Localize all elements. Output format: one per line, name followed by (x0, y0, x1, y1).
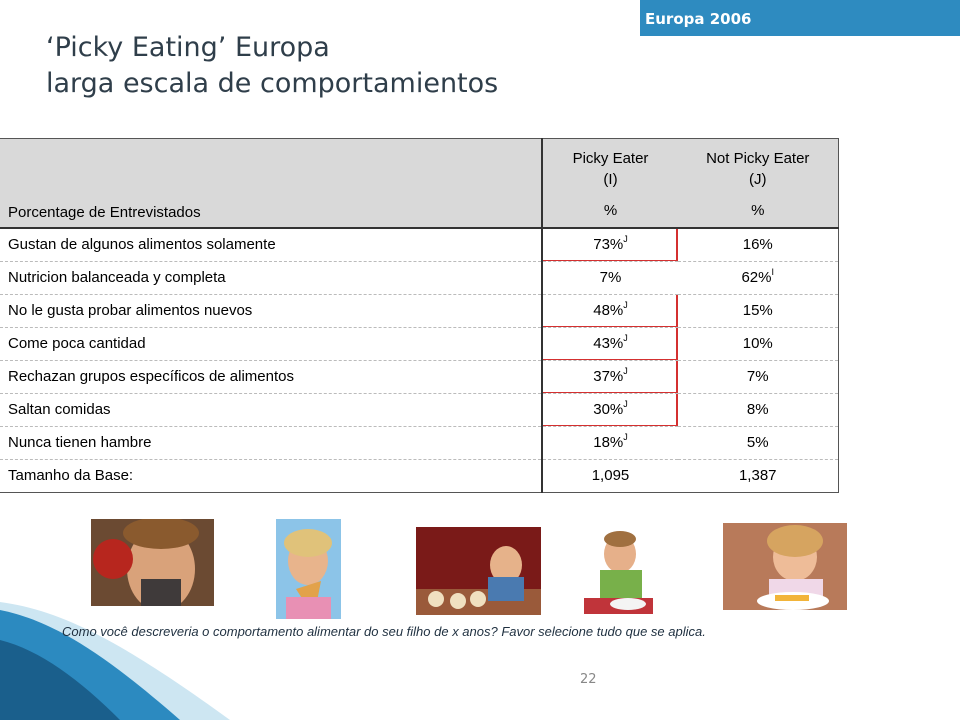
table-row: No le gusta probar alimentos nuevos 48%J 1… (0, 294, 839, 328)
not-picky-value: 16% (742, 236, 773, 254)
not-picky-eater-cell: 7% (678, 360, 839, 394)
table-row: Nutricion balanceada y completa 7% 62%I (0, 261, 839, 295)
col1-name: Picky Eater (572, 150, 649, 167)
significance-marker: J (623, 432, 628, 442)
photo-boy-with-apple (91, 519, 214, 606)
significance-marker: J (623, 333, 628, 343)
boy-apple-image (91, 519, 214, 606)
header-picky-eater: Picky Eater (I) % (541, 138, 678, 228)
picky-value: 7% (599, 269, 622, 286)
significance-marker: I (771, 267, 775, 277)
table-header-row: Porcentage de Entrevistados Picky Eater … (0, 138, 839, 228)
header-not-picky-eater: Not Picky Eater (J) % (678, 138, 839, 228)
table-row: Rechazan grupos específicos de alimentos… (0, 360, 839, 394)
photo-boy-cupcakes (416, 527, 541, 615)
picky-value: 30% (593, 401, 624, 418)
not-picky-eater-cell: 5% (678, 426, 839, 460)
page-number: 22 (580, 672, 597, 687)
footnote-question: Como você descreveria o comportamento al… (62, 624, 706, 639)
row-label: Tamanho da Base: (0, 459, 542, 493)
not-picky-value: 15% (742, 302, 773, 319)
row-label: Come poca cantidad (0, 327, 542, 361)
not-picky-value: 1,387 (738, 467, 777, 484)
picky-eater-cell: 18%J (541, 426, 678, 460)
picky-value: 43% (593, 335, 624, 352)
behaviors-table: Porcentage de Entrevistados Picky Eater … (0, 138, 839, 493)
not-picky-eater-cell: 15% (678, 294, 839, 328)
row-label-text: Saltan comidas (8, 401, 111, 418)
title-line-1: ‘Picky Eating’ Europa (46, 32, 330, 63)
row-label-text: Tamanho da Base: (8, 467, 134, 484)
row-label-text: No le gusta probar alimentos nuevos (8, 302, 253, 319)
title-line-2: larga escala de comportamientos (46, 68, 499, 99)
photo-girl-fries (723, 523, 847, 610)
boy-cupcakes-image (416, 527, 541, 615)
not-picky-eater-cell: 8% (678, 393, 839, 427)
not-picky-value: 5% (746, 434, 769, 451)
region-badge: Europa 2006 (640, 0, 960, 36)
page-title: ‘Picky Eating’ Europa larga escala de co… (46, 30, 498, 102)
picky-eater-cell: 37%J (541, 360, 678, 394)
not-picky-eater-cell: 16% (678, 227, 839, 262)
table-row: Gustan de algunos alimentos solamente 73%… (0, 227, 839, 262)
row-label: Gustan de algunos alimentos solamente (0, 227, 542, 262)
significance-marker: J (623, 300, 628, 310)
table-row: Come poca cantidad 43%J 10% (0, 327, 839, 361)
girl-fries-image (723, 523, 847, 610)
not-picky-eater-cell: 62%I (678, 261, 839, 295)
photo-girl-pizza (276, 519, 341, 619)
picky-eater-cell: 73%J (541, 227, 678, 262)
row-label: Saltan comidas (0, 393, 542, 427)
picky-eater-cell: 43%J (541, 327, 678, 361)
not-picky-value: 8% (746, 401, 769, 418)
not-picky-value: 62% (741, 269, 772, 286)
not-picky-eater-cell: 1,387 (678, 459, 839, 493)
picky-value: 18% (593, 434, 624, 451)
picky-value: 37% (593, 368, 624, 385)
col2-name: Not Picky Eater (706, 150, 810, 167)
col2-code: (J) (749, 171, 767, 188)
table-row: Nunca tienen hambre 18%J 5% (0, 426, 839, 460)
col2-unit: % (751, 202, 765, 219)
not-picky-value: 10% (742, 335, 773, 352)
col1-code: (I) (603, 171, 618, 188)
row-label: Nutricion balanceada y completa (0, 261, 542, 295)
not-picky-value: 7% (746, 368, 769, 385)
table-row: Tamanho da Base: 1,095 1,387 (0, 459, 839, 493)
col1-unit: % (603, 202, 618, 219)
picky-eater-cell: 30%J (541, 393, 678, 427)
row-label: No le gusta probar alimentos nuevos (0, 294, 542, 328)
girl-pizza-image (276, 519, 341, 619)
row-label: Nunca tienen hambre (0, 426, 542, 460)
row-label-text: Nunca tienen hambre (8, 434, 152, 451)
picky-value: 1,095 (591, 467, 630, 484)
photo-boy-plate (584, 524, 653, 614)
significance-marker: J (623, 399, 628, 409)
significance-marker: J (623, 366, 628, 376)
row-label: Rechazan grupos específicos de alimentos (0, 360, 542, 394)
picky-eater-cell: 1,095 (541, 459, 678, 493)
row-label-text: Nutricion balanceada y completa (8, 269, 226, 286)
picky-value: 73% (593, 236, 624, 254)
boy-plate-image (584, 524, 653, 614)
picky-eater-cell: 7% (541, 261, 678, 295)
row-label-text: Come poca cantidad (8, 335, 146, 352)
decorative-swoosh (0, 602, 230, 720)
header-label: Porcentage de Entrevistados (0, 138, 542, 228)
table-row: Saltan comidas 30%J 8% (0, 393, 839, 427)
picky-value: 48% (593, 302, 624, 319)
picky-eater-cell: 48%J (541, 294, 678, 328)
not-picky-eater-cell: 10% (678, 327, 839, 361)
row-label-text: Rechazan grupos específicos de alimentos (8, 368, 294, 385)
row-label-text: Gustan de algunos alimentos solamente (8, 236, 276, 254)
significance-marker: J (623, 234, 628, 245)
